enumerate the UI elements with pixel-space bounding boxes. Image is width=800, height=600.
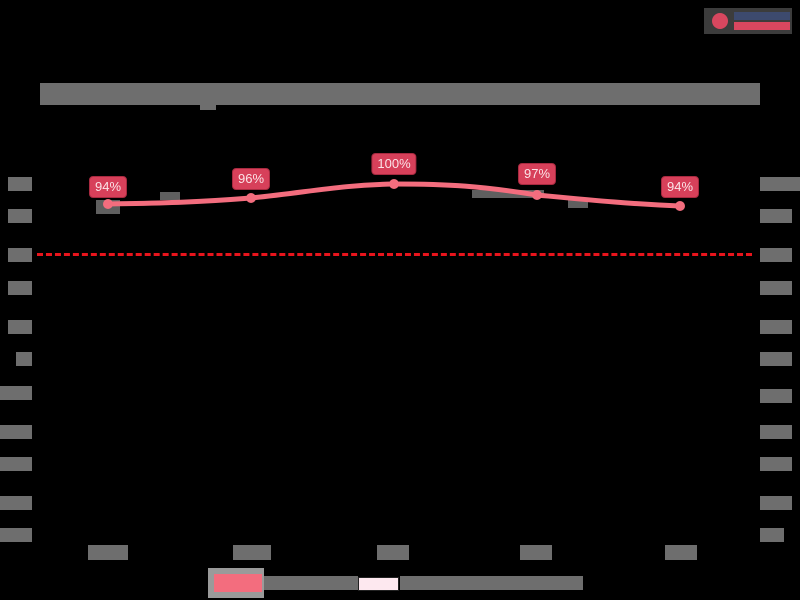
y-axis-left-tick — [0, 496, 32, 510]
legend-swatch-reference[interactable] — [358, 577, 399, 591]
y-axis-left-tick — [8, 209, 32, 223]
x-axis-label — [233, 545, 271, 560]
y-axis-right-tick — [760, 457, 792, 471]
y-axis-right-tick — [760, 528, 784, 542]
y-axis-left-tick — [8, 320, 32, 334]
y-axis-left-tick — [0, 457, 32, 471]
chart-title-descender — [200, 100, 216, 110]
x-axis-label — [665, 545, 697, 560]
chart-title — [40, 83, 760, 105]
data-label: 100% — [371, 153, 417, 175]
data-label: 96% — [231, 168, 271, 190]
legend-label-series[interactable] — [264, 576, 358, 590]
y-axis-right-tick — [760, 496, 792, 510]
data-label: 97% — [517, 163, 557, 185]
logo-circle-icon — [712, 13, 728, 29]
legend-label-reference[interactable] — [400, 576, 583, 590]
y-axis-left-tick — [0, 528, 32, 542]
logo-wordmark-top — [734, 12, 790, 20]
data-label: 94% — [660, 176, 700, 198]
y-axis-left-tick — [8, 177, 32, 191]
x-axis-label — [88, 545, 128, 560]
y-axis-right-tick — [760, 389, 792, 403]
logo-wordmark-bottom — [734, 22, 790, 30]
y-axis-right-tick — [760, 425, 792, 439]
y-axis-left-tick — [8, 281, 32, 295]
x-axis-label — [377, 545, 409, 560]
y-axis-right-tick — [760, 320, 792, 334]
data-label: 94% — [88, 176, 128, 198]
legend-swatch-series[interactable] — [214, 574, 262, 592]
y-axis-right-tick — [760, 209, 792, 223]
y-axis-right-tick — [760, 248, 792, 262]
y-axis-left-tick — [8, 248, 32, 262]
y-axis-left-tick — [0, 425, 32, 439]
y-axis-right-tick — [760, 352, 792, 366]
y-axis-left-tick — [0, 386, 32, 400]
y-axis-right-tick — [760, 281, 792, 295]
y-axis-right-tick — [760, 177, 800, 191]
y-axis-left-tick — [16, 352, 32, 366]
reference-line — [37, 253, 752, 256]
x-axis-label — [520, 545, 552, 560]
